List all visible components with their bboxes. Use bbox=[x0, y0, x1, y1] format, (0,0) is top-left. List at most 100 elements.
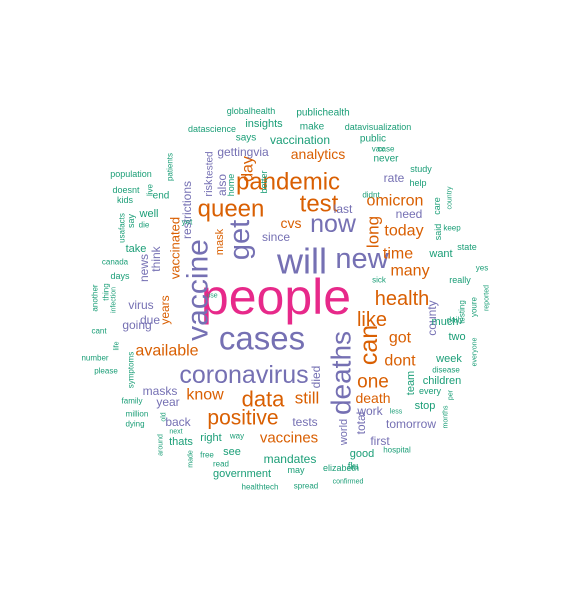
word-good: good bbox=[350, 448, 374, 460]
word-vaccinated: vaccinated bbox=[168, 217, 183, 279]
word-live: live bbox=[146, 183, 155, 196]
word-since: since bbox=[262, 230, 290, 244]
word-case: case bbox=[378, 145, 395, 154]
word-queen: queen bbox=[198, 196, 265, 223]
word-deaths: deaths bbox=[326, 331, 357, 415]
word-help: help bbox=[409, 178, 426, 188]
word-country: country bbox=[447, 186, 454, 209]
word-county: county bbox=[425, 300, 439, 335]
word-death: death bbox=[355, 390, 390, 406]
word-many: many bbox=[390, 263, 429, 280]
word-restrictions: restrictions bbox=[180, 181, 194, 239]
word-thing: thing bbox=[102, 283, 111, 300]
word-world: world bbox=[338, 419, 350, 446]
word-team: team bbox=[405, 371, 417, 395]
word-yes: yes bbox=[476, 264, 488, 273]
word-mandates: mandates bbox=[264, 452, 317, 466]
word-better: better bbox=[259, 170, 269, 193]
word-way: way bbox=[229, 432, 244, 441]
word-days: days bbox=[110, 271, 130, 281]
word-million: million bbox=[126, 410, 149, 419]
word-youre: youre bbox=[470, 296, 479, 317]
word-months: months bbox=[443, 405, 450, 428]
word-end: end bbox=[153, 191, 170, 202]
word-flu: flu bbox=[348, 462, 359, 473]
word-cant: cant bbox=[91, 327, 107, 336]
word-today: today bbox=[384, 223, 423, 240]
word-population: population bbox=[110, 169, 152, 179]
word-total: total bbox=[354, 412, 368, 435]
word-vaccination: vaccination bbox=[270, 133, 330, 147]
word-vax: vax bbox=[372, 145, 384, 154]
word-want: want bbox=[428, 248, 452, 260]
word-free: free bbox=[200, 451, 214, 460]
word-coronavirus: coronavirus bbox=[179, 361, 308, 389]
word-says: says bbox=[236, 133, 257, 144]
word-publichealth: publichealth bbox=[296, 108, 349, 119]
word-die: die bbox=[139, 221, 150, 230]
word-masks: masks bbox=[143, 384, 178, 398]
word-people: people bbox=[201, 269, 351, 325]
word-thats: thats bbox=[169, 436, 193, 448]
word-hospital: hospital bbox=[383, 446, 411, 455]
word-old: old bbox=[161, 412, 168, 421]
word-public: public bbox=[360, 134, 386, 145]
word-state: state bbox=[457, 242, 477, 252]
word-less: less bbox=[390, 409, 403, 416]
word-work: work bbox=[356, 404, 383, 418]
word-get: get bbox=[224, 220, 256, 260]
word-new: new bbox=[335, 243, 389, 275]
word-health: health bbox=[375, 288, 430, 310]
word-didnt: didnt bbox=[362, 191, 380, 200]
word-also: also bbox=[215, 174, 229, 196]
word-gettingvia: gettingvia bbox=[217, 145, 269, 159]
word-vaccines: vaccines bbox=[260, 430, 318, 447]
word-week: week bbox=[435, 353, 462, 365]
word-dont: dont bbox=[384, 353, 416, 370]
word-around: around bbox=[158, 434, 165, 456]
word-last: last bbox=[334, 202, 353, 216]
word-positive: positive bbox=[207, 407, 278, 430]
word-never: never bbox=[373, 154, 399, 165]
word-read: read bbox=[213, 460, 229, 469]
word-test: test bbox=[300, 191, 339, 218]
word-first: first bbox=[370, 434, 390, 448]
word-infection: infection bbox=[111, 287, 118, 313]
word-take: take bbox=[126, 243, 147, 255]
word-family: family bbox=[122, 397, 143, 406]
word-will: will bbox=[276, 241, 327, 282]
word-say: say bbox=[126, 214, 136, 229]
word-stop: stop bbox=[415, 400, 436, 412]
word-made: made bbox=[188, 450, 195, 468]
word-please: please bbox=[94, 367, 118, 376]
word-risk: risk bbox=[203, 179, 215, 197]
word-study: study bbox=[410, 164, 432, 174]
word-life: life bbox=[114, 341, 121, 350]
word-day: day bbox=[240, 156, 257, 182]
word-dying: dying bbox=[125, 420, 144, 429]
word-home: home bbox=[226, 174, 236, 197]
word-everyone: everyone bbox=[472, 337, 479, 366]
word-yet: yet bbox=[182, 218, 193, 227]
word-well: well bbox=[139, 208, 159, 220]
word-government: government bbox=[213, 468, 271, 480]
word-years: years bbox=[158, 295, 172, 324]
word-still: still bbox=[295, 389, 320, 408]
word-one: one bbox=[357, 372, 389, 393]
word-globalhealth: globalhealth bbox=[227, 106, 276, 116]
word-vaccine: vaccine bbox=[182, 239, 215, 341]
word-children: children bbox=[423, 375, 462, 387]
word-mask: mask bbox=[214, 228, 226, 255]
word-available: available bbox=[135, 343, 198, 360]
word-going: going bbox=[122, 318, 151, 332]
word-died: died bbox=[309, 366, 323, 389]
word-canada: canada bbox=[102, 258, 129, 267]
word-disease: disease bbox=[432, 366, 460, 375]
word-got: got bbox=[389, 330, 412, 347]
word-said: said bbox=[433, 224, 443, 241]
word-cases: cases bbox=[219, 320, 305, 357]
word-news: news bbox=[137, 254, 151, 282]
word-data: data bbox=[242, 387, 286, 412]
word-testing: testing bbox=[458, 300, 467, 324]
